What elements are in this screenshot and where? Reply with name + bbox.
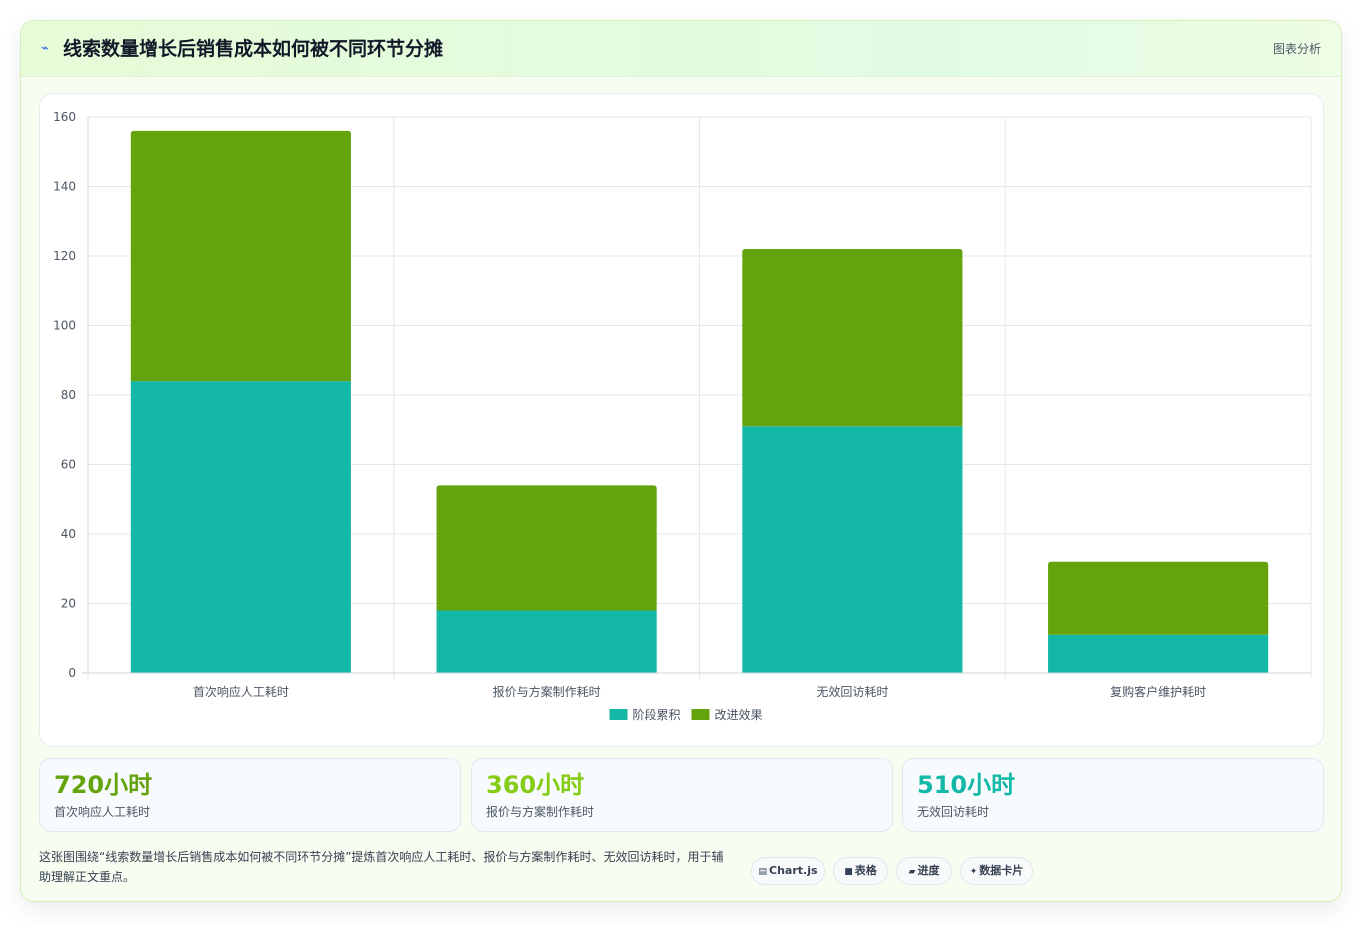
tag-label: Chart.js bbox=[769, 864, 818, 877]
bar-segment-2 bbox=[436, 485, 657, 611]
tag-chartjs[interactable]: ▤ Chart.js bbox=[751, 857, 825, 885]
bar-segment-2 bbox=[1048, 561, 1269, 635]
x-tick-label: 复购客户维护耗时 bbox=[1110, 684, 1206, 699]
kpi-card-first-response: 720小时 首次响应人工耗时 bbox=[39, 758, 461, 832]
x-tick-label: 无效回访耗时 bbox=[816, 684, 888, 699]
legend-label: 阶段累积 bbox=[633, 707, 681, 722]
chart-line-icon: ⌁ bbox=[41, 41, 49, 56]
y-tick-label: 120 bbox=[53, 249, 76, 263]
progress-icon: ▰ bbox=[908, 867, 916, 877]
y-tick-label: 20 bbox=[61, 597, 76, 611]
y-tick-label: 140 bbox=[53, 180, 76, 194]
chart-analysis-label: 图表分析 bbox=[1272, 42, 1321, 56]
y-tick-label: 100 bbox=[53, 319, 76, 333]
bar-segment-1 bbox=[130, 381, 351, 673]
y-tick-label: 0 bbox=[68, 666, 76, 680]
bar-segment-2 bbox=[130, 130, 351, 382]
legend-swatch bbox=[691, 709, 710, 720]
tag-table[interactable]: ■ 表格 bbox=[833, 857, 888, 885]
tag-progress[interactable]: ▰ 进度 bbox=[896, 857, 952, 885]
chart-card: ⌁ 线索数量增长后销售成本如何被不同环节分摊 图表分析 0 20 40 60 80 100… bbox=[20, 20, 1342, 902]
y-tick-label: 60 bbox=[61, 458, 76, 472]
legend-item: 阶段累积 bbox=[609, 707, 681, 722]
tag-label: 进度 bbox=[917, 864, 940, 877]
x-tick-label: 首次响应人工耗时 bbox=[193, 684, 289, 699]
kpi-value: 510小时 bbox=[917, 771, 1016, 799]
legend-swatch bbox=[609, 709, 628, 720]
page-title: 线索数量增长后销售成本如何被不同环节分摊 bbox=[63, 38, 444, 60]
sparkle-icon: ✦ bbox=[969, 867, 978, 877]
bar-segment-1 bbox=[1048, 634, 1269, 673]
legend-item: 改进效果 bbox=[691, 707, 763, 722]
tag-data-card[interactable]: ✦ 数据卡片 bbox=[960, 857, 1033, 885]
kpi-card-quote: 360小时 报价与方案制作耗时 bbox=[471, 758, 893, 832]
legend-label: 改进效果 bbox=[715, 707, 763, 722]
chart-description: 这张图围绕“线索数量增长后销售成本如何被不同环节分摊”提炼首次响应人工耗时、报价… bbox=[39, 850, 724, 884]
kpi-label: 无效回访耗时 bbox=[917, 805, 990, 819]
stacked-bar-chart: 0 20 40 60 80 100 120 140 160 首次响应人工耗时 报价与方案制作耗时 无效… bbox=[53, 110, 1312, 722]
kpi-value: 720小时 bbox=[54, 771, 153, 799]
chart-panel: 0 20 40 60 80 100 120 140 160 首次响应人工耗时 报价与方案制作耗时 无效… bbox=[39, 93, 1324, 747]
y-tick-label: 40 bbox=[61, 527, 76, 541]
tag-label: 数据卡片 bbox=[979, 864, 1024, 877]
y-tick-label: 80 bbox=[61, 388, 76, 402]
kpi-card-invalid-followup: 510小时 无效回访耗时 bbox=[902, 758, 1324, 832]
kpi-label: 首次响应人工耗时 bbox=[54, 805, 151, 819]
bar-segment-1 bbox=[436, 610, 657, 673]
x-tick-label: 报价与方案制作耗时 bbox=[493, 684, 601, 699]
bar-segment-1 bbox=[742, 426, 963, 673]
y-tick-label: 160 bbox=[53, 110, 76, 124]
kpi-value: 360小时 bbox=[486, 771, 585, 799]
table-icon: ■ bbox=[844, 867, 853, 877]
kpi-label: 报价与方案制作耗时 bbox=[486, 805, 595, 819]
chart-icon: ▤ bbox=[758, 867, 767, 877]
tag-label: 表格 bbox=[854, 864, 877, 877]
card-header: ⌁ 线索数量增长后销售成本如何被不同环节分摊 图表分析 bbox=[21, 21, 1341, 77]
bar-segment-2 bbox=[742, 249, 963, 427]
